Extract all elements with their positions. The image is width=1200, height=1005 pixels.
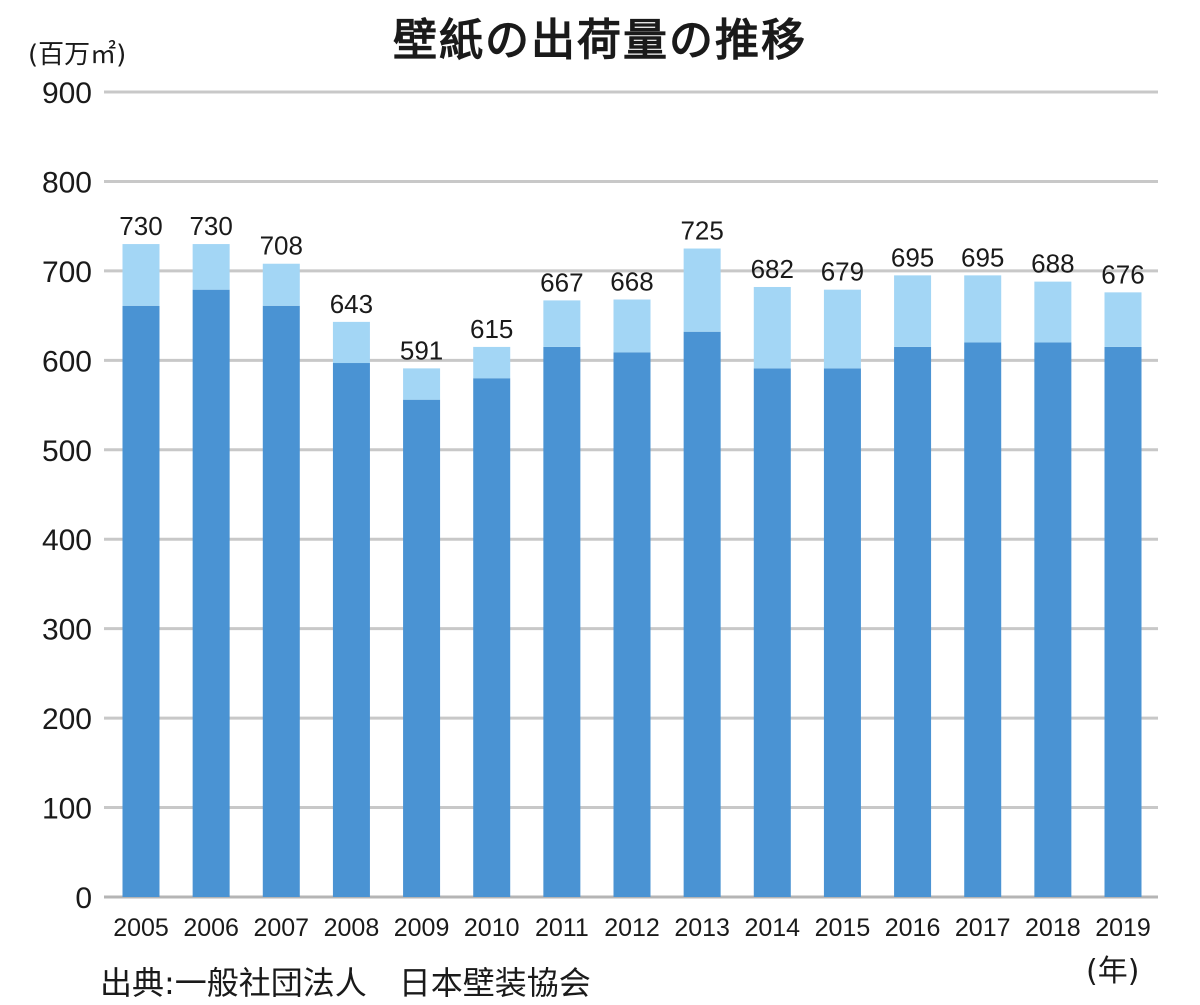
source-note: 出典:一般社団法人 日本壁装協会: [100, 964, 591, 1002]
bar-segment-upper: [543, 300, 581, 347]
x-tick-label: 2015: [815, 914, 871, 942]
data-label: 679: [821, 257, 864, 287]
data-label: 667: [540, 267, 583, 297]
y-tick-label: 0: [75, 882, 92, 915]
x-tick-label: 2010: [464, 914, 520, 942]
bar-segment-upper: [262, 263, 300, 306]
y-tick-label: 900: [42, 77, 92, 110]
bar-segment-upper: [332, 321, 370, 364]
bar-segment-lower: [823, 368, 861, 898]
bar-segment-upper: [192, 244, 230, 290]
bar-segment-upper: [823, 289, 861, 369]
y-tick-label: 600: [42, 345, 92, 378]
x-tick-label: 2007: [253, 914, 309, 942]
y-axis-unit-label: (百万㎡): [28, 40, 127, 70]
data-label: 615: [470, 314, 513, 344]
data-label: 682: [751, 254, 794, 284]
bar-segment-lower: [192, 289, 230, 897]
bar-segment-upper: [473, 346, 511, 379]
bar-segment-upper: [613, 299, 651, 353]
x-tick-label: 2009: [394, 914, 450, 942]
data-label: 725: [680, 216, 723, 246]
data-label: 708: [260, 231, 303, 261]
bar-segment-upper: [683, 248, 721, 332]
data-label: 668: [610, 267, 653, 297]
data-label: 695: [891, 242, 934, 272]
bar-segment-upper: [122, 244, 160, 306]
bar-segment-upper: [1034, 281, 1072, 343]
bar-segment-lower: [683, 331, 721, 897]
data-label: 688: [1031, 249, 1074, 279]
bar-segment-lower: [543, 346, 581, 898]
bar-segment-upper: [1104, 292, 1142, 347]
x-tick-label: 2012: [604, 914, 660, 942]
data-label: 730: [119, 211, 162, 241]
y-tick-label: 300: [42, 614, 92, 647]
bar-segment-upper: [403, 368, 441, 400]
y-tick-label: 500: [42, 435, 92, 468]
bar-segment-lower: [262, 305, 300, 897]
x-tick-label: 2013: [674, 914, 730, 942]
bar-segment-lower: [753, 368, 791, 898]
bar-segment-lower: [613, 352, 651, 897]
bar-segment-lower: [473, 378, 511, 897]
data-label: 730: [189, 211, 232, 241]
x-tick-label: 2016: [885, 914, 941, 942]
data-label: 643: [330, 289, 373, 319]
bar-segment-lower: [894, 346, 932, 898]
x-tick-label: 2005: [113, 914, 169, 942]
x-axis-unit-label: (年): [1086, 954, 1140, 989]
bar-segment-lower: [332, 363, 370, 897]
data-label: 695: [961, 242, 1004, 272]
x-tick-label: 2017: [955, 914, 1011, 942]
bar-segment-upper: [964, 275, 1002, 343]
bar-segment-upper: [753, 286, 791, 369]
y-tick-label: 400: [42, 524, 92, 557]
chart-title: 壁紙の出荷量の推移: [393, 15, 807, 66]
bar-segment-lower: [122, 305, 160, 897]
y-tick-label: 100: [42, 793, 92, 826]
x-tick-label: 2018: [1025, 914, 1081, 942]
x-tick-label: 2014: [744, 914, 800, 942]
x-tick-label: 2019: [1095, 914, 1151, 942]
y-tick-label: 800: [42, 166, 92, 199]
data-label: 591: [400, 335, 443, 365]
data-label: 676: [1101, 259, 1144, 289]
bar-segment-lower: [964, 342, 1002, 897]
y-tick-label: 200: [42, 703, 92, 736]
bar-segment-lower: [1034, 342, 1072, 897]
y-tick-label: 700: [42, 256, 92, 289]
x-tick-label: 2011: [535, 914, 589, 942]
bar-segment-lower: [1104, 346, 1142, 898]
x-tick-label: 2006: [183, 914, 239, 942]
x-tick-label: 2008: [324, 914, 380, 942]
bar-segment-upper: [894, 275, 932, 347]
bar-segment-lower: [403, 399, 441, 897]
